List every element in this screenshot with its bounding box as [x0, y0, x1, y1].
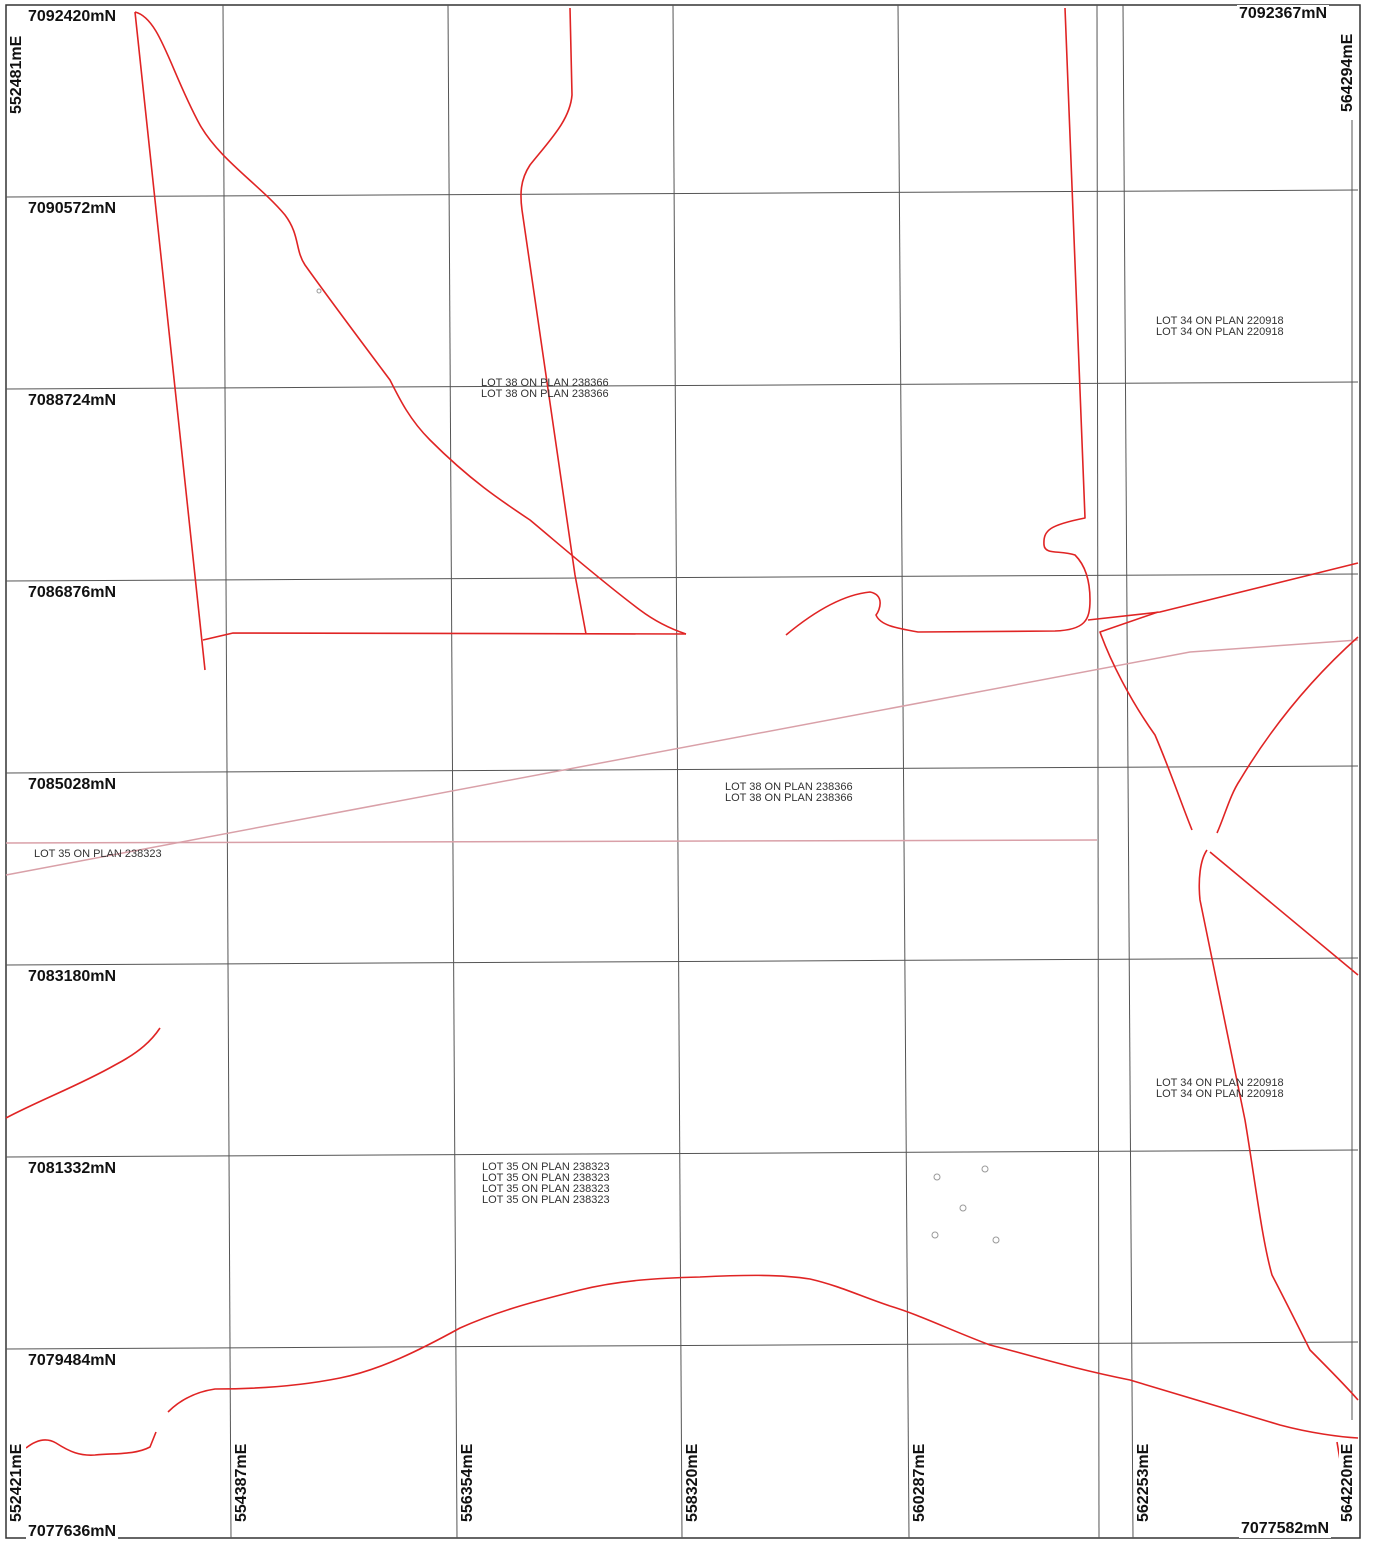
northing-label: 7079484mN: [26, 1352, 119, 1370]
easting-label: 556354mE: [459, 1443, 477, 1522]
survey-mark-icon: [992, 1236, 1000, 1244]
lot-label-line: LOT 35 ON PLAN 238323: [482, 1194, 610, 1206]
easting-label-top-right: 564294mE: [1339, 33, 1357, 112]
boundary-line: [134, 11, 206, 671]
northing-label: 7085028mN: [26, 776, 119, 794]
northing-label: 7077636mN: [26, 1523, 119, 1541]
survey-mark-icon: [981, 1165, 989, 1173]
grid-line-h: [5, 765, 1359, 774]
lot-label-35-left: LOT 35 ON PLAN 238323: [34, 848, 162, 860]
grid-line-h: [5, 1149, 1359, 1158]
northing-label: 7090572mN: [26, 200, 119, 218]
lot-label-line: LOT 38 ON PLAN 238366: [725, 792, 853, 804]
boundary-line: [134, 11, 687, 635]
map-frame: [5, 4, 1361, 1539]
lot-label-line: LOT 38 ON PLAN 238366: [481, 377, 609, 389]
lot-label-line: LOT 34 ON PLAN 220918: [1156, 326, 1284, 338]
survey-mark-icon: [959, 1204, 967, 1212]
boundary-line: [202, 632, 687, 641]
easting-label: 560287mE: [911, 1443, 929, 1522]
boundary-line: [25, 1431, 157, 1456]
easting-label: 554387mE: [233, 1443, 251, 1522]
easting-label: 564220mE: [1339, 1443, 1357, 1522]
lot-label-line: LOT 34 ON PLAN 220918: [1156, 315, 1284, 327]
lot-label-38-top: LOT 38 ON PLAN 238366 LOT 38 ON PLAN 238…: [481, 378, 609, 400]
northing-label: 7088724mN: [26, 392, 119, 410]
easting-label: 562253mE: [1135, 1443, 1153, 1522]
northing-label: 7092420mN: [26, 8, 119, 26]
lot-label-34-lower: LOT 34 ON PLAN 220918 LOT 34 ON PLAN 220…: [1156, 1078, 1284, 1100]
lot-label-line: LOT 35 ON PLAN 238323: [482, 1172, 610, 1184]
easting-label: 552421mE: [8, 1443, 26, 1522]
lot-boundaries: [5, 639, 1359, 876]
northing-label: 7083180mN: [26, 968, 119, 986]
lot-label-line: LOT 35 ON PLAN 238323: [482, 1183, 610, 1195]
boundary-line: [1087, 562, 1359, 621]
boundary-line: [1209, 851, 1359, 976]
lot-label-line: LOT 38 ON PLAN 238366: [481, 388, 609, 400]
boundary-line: [1216, 636, 1359, 834]
boundary-line: [520, 7, 587, 635]
grid-line-v: [447, 4, 458, 1539]
grid-line-h: [5, 957, 1359, 966]
boundary-line: [1198, 849, 1359, 1401]
northing-label: 7086876mN: [26, 584, 119, 602]
grid-line-h: [5, 573, 1359, 582]
lot-boundary-diagonal: [5, 639, 1359, 876]
northing-grid: [5, 189, 1359, 1350]
lot-label-38-mid: LOT 38 ON PLAN 238366 LOT 38 ON PLAN 238…: [725, 782, 853, 804]
grid-line-v: [897, 4, 910, 1539]
grid-line-h: [5, 381, 1359, 390]
lot-boundary-horizontal: [5, 839, 1098, 844]
grid-line-v: [672, 4, 683, 1539]
boundary-line: [167, 1274, 1359, 1439]
lot-label-line: LOT 34 ON PLAN 220918: [1156, 1077, 1284, 1089]
red-boundaries: [5, 7, 1359, 1461]
northing-label-bottom-right: 7077582mN: [1239, 1520, 1332, 1538]
boundary-line: [785, 7, 1091, 636]
easting-label: 558320mE: [684, 1443, 702, 1522]
grid-line-v: [1096, 4, 1100, 1539]
grid-line-h: [5, 1341, 1359, 1350]
grid-line-v: [1122, 4, 1134, 1539]
boundary-line: [1099, 611, 1193, 831]
lot-label-line: LOT 34 ON PLAN 220918: [1156, 1088, 1284, 1100]
northing-label: 7081332mN: [26, 1160, 119, 1178]
boundary-line: [5, 1027, 161, 1119]
easting-grid: [222, 4, 1353, 1539]
lot-label-line: LOT 38 ON PLAN 238366: [725, 781, 853, 793]
easting-label-top-left: 552481mE: [8, 35, 26, 114]
lot-label-34-top: LOT 34 ON PLAN 220918 LOT 34 ON PLAN 220…: [1156, 316, 1284, 338]
survey-mark-icon: [316, 288, 322, 294]
northing-label-top-right: 7092367mN: [1237, 5, 1330, 23]
survey-mark-icon: [931, 1231, 939, 1239]
lot-label-35-lower: LOT 35 ON PLAN 238323 LOT 35 ON PLAN 238…: [482, 1162, 610, 1206]
survey-mark-icon: [933, 1173, 941, 1181]
lot-label-line: LOT 35 ON PLAN 238323: [482, 1161, 610, 1173]
grid-line-h: [5, 189, 1359, 198]
grid-line-v: [222, 4, 232, 1539]
survey-marks: [316, 288, 1000, 1244]
